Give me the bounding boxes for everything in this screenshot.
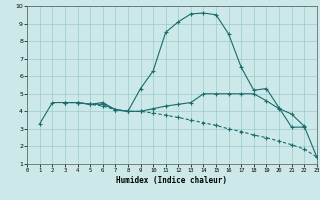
- X-axis label: Humidex (Indice chaleur): Humidex (Indice chaleur): [116, 176, 228, 185]
